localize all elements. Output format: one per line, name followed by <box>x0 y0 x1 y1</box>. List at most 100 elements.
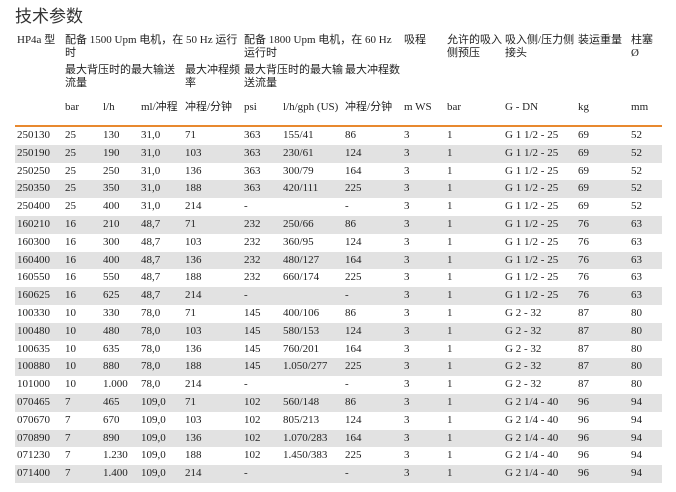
data-cell: 48,7 <box>141 235 161 248</box>
table-row: 071230 7 1.230 109,0 188 102 1.450/383 225 3 1 G 2… <box>15 447 662 465</box>
data-cell: 130 <box>103 129 120 141</box>
data-cell: 7 <box>65 467 71 480</box>
data-cell: 190 <box>103 146 120 159</box>
header-units-row: bar l/h ml/冲程 冲程/分钟 psi l/h/gph (US) 冲程/分钟 m WS… <box>15 98 663 127</box>
data-cell: 3 <box>404 253 410 266</box>
data-cell: 232 <box>244 217 261 230</box>
unit-cell: bar <box>445 98 504 127</box>
model-cell: 100635 <box>17 342 50 355</box>
header-plunger: 柱塞 Ø <box>631 34 654 59</box>
table-row: 160625 16 625 48,7 214 - - 3 1 G 1 1/2 - 25 76 63 <box>15 287 663 305</box>
data-cell: 76 <box>578 289 590 302</box>
data-cell: 109,0 <box>141 467 166 480</box>
model-cell: 160210 <box>17 217 50 230</box>
data-cell: 580/153 <box>283 324 320 337</box>
data-cell: 805/213 <box>283 413 320 426</box>
data-cell: 225 <box>345 271 362 284</box>
data-cell: 625 <box>103 289 120 302</box>
data-cell: 124 <box>345 324 362 337</box>
data-cell: 103 <box>185 235 202 248</box>
data-cell: 3 <box>404 217 410 230</box>
data-cell: 145 <box>244 360 261 373</box>
data-cell: 360/95 <box>283 235 314 248</box>
data-cell: 136 <box>185 431 202 444</box>
table-row: 100480 10 480 78,0 103 145 580/153 124 3 1 G 2 - 3… <box>15 322 663 341</box>
data-cell: 52 <box>631 129 643 141</box>
header-freq-60hz: 最大冲程数 <box>345 64 401 76</box>
data-cell: 86 <box>345 129 357 141</box>
table-row: 100330 10 330 78,0 71 145 400/106 86 3 1 G 2 - 32 8… <box>15 305 662 323</box>
data-cell: 136 <box>185 342 202 355</box>
data-cell: 230/61 <box>283 146 314 159</box>
data-cell: 1 <box>447 449 453 462</box>
data-cell: 78,0 <box>141 378 161 391</box>
data-cell: 225 <box>345 449 362 462</box>
data-cell: 363 <box>244 164 261 177</box>
data-cell: - <box>244 378 248 391</box>
unit-cell: kg <box>576 98 630 127</box>
data-cell: 124 <box>345 413 362 426</box>
data-cell: 400 <box>103 253 120 266</box>
data-cell: 71 <box>185 395 196 408</box>
data-cell: - <box>345 289 349 302</box>
unit-cell: mm <box>629 98 663 127</box>
data-cell: 3 <box>404 413 410 426</box>
data-cell: 214 <box>185 200 202 213</box>
data-cell: 94 <box>631 467 643 480</box>
model-cell: 071400 <box>17 467 50 480</box>
model-cell: 160400 <box>17 253 50 266</box>
data-cell: 3 <box>404 324 410 337</box>
data-cell: 890 <box>103 431 120 444</box>
data-cell: 660/174 <box>283 271 320 284</box>
data-cell: 124 <box>345 235 362 248</box>
data-cell: 78,0 <box>141 324 161 337</box>
data-cell: G 1 1/2 - 25 <box>505 164 559 177</box>
data-cell: 10 <box>65 306 76 319</box>
data-cell: 3 <box>404 360 410 373</box>
data-cell: 94 <box>631 431 643 444</box>
data-cell: 136 <box>185 164 202 177</box>
table-row: 100635 10 635 78,0 136 145 760/201 164 3 1 G 2 - 3… <box>15 341 662 359</box>
page-title: 技术参数 <box>15 7 83 27</box>
data-cell: 48,7 <box>141 289 161 302</box>
data-cell: 155/41 <box>283 129 314 141</box>
data-cell: 48,7 <box>141 217 161 230</box>
data-cell: 145 <box>244 342 261 355</box>
data-cell: 96 <box>578 449 590 462</box>
header-flow-50hz: 最大背压时的最大输送流量 <box>65 64 175 89</box>
data-cell: 86 <box>345 306 357 319</box>
unit-cell: ml/冲程 <box>139 98 183 127</box>
data-cell: 210 <box>103 217 120 230</box>
data-cell: 16 <box>65 271 76 284</box>
data-cell: 63 <box>631 271 643 284</box>
model-cell: 250400 <box>17 200 50 213</box>
data-cell: 1.050/277 <box>283 360 328 373</box>
data-cell: 87 <box>578 306 590 319</box>
data-cell: 76 <box>578 253 590 266</box>
unit-cell: l/h/gph (US) <box>281 98 344 127</box>
data-cell: 3 <box>404 306 410 319</box>
data-cell: 363 <box>244 182 261 195</box>
data-cell: G 1 1/2 - 25 <box>505 235 559 248</box>
data-cell: 80 <box>631 324 643 337</box>
data-cell: 550 <box>103 271 120 284</box>
data-cell: - <box>345 378 349 391</box>
data-cell: 76 <box>578 271 590 284</box>
table-row: 250250 25 250 31,0 136 363 300/79 164 3 1 G 1 1/2 … <box>15 163 662 181</box>
data-cell: 69 <box>578 164 590 177</box>
data-cell: 225 <box>345 182 362 195</box>
data-cell: 102 <box>244 431 261 444</box>
data-cell: G 1 1/2 - 25 <box>505 146 559 159</box>
data-cell: 78,0 <box>141 342 161 355</box>
data-cell <box>281 376 343 394</box>
data-cell: G 2 - 32 <box>505 342 542 355</box>
data-cell: 80 <box>631 306 643 319</box>
data-cell: G 1 1/2 - 25 <box>505 253 559 266</box>
data-cell: 1 <box>447 413 453 426</box>
data-cell: 3 <box>404 431 410 444</box>
data-cell: 1 <box>447 306 453 319</box>
data-cell: 3 <box>404 378 410 391</box>
model-cell: 250130 <box>17 129 50 141</box>
table-row: 160210 16 210 48,7 71 232 250/66 86 3 1 G 1 1/2 - … <box>15 215 663 234</box>
header-flow-60hz: 最大背压时的最大输送流量 <box>244 64 344 89</box>
